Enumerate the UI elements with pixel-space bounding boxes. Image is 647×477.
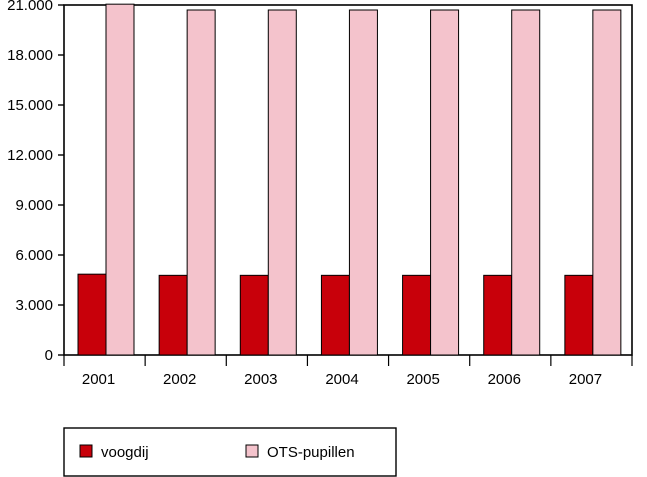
bar-voogdij-2007: [564, 274, 594, 356]
bar-ots-pupillen-2006: [511, 9, 541, 356]
legend-label: OTS-pupillen: [267, 444, 355, 461]
x-tick-label: 2004: [325, 371, 358, 388]
y-tick-label: 18.000: [7, 47, 53, 64]
x-tick-label: 2007: [569, 371, 602, 388]
x-tick-label: 2002: [163, 371, 196, 388]
legend-label: voogdij: [101, 444, 149, 461]
bar-voogdij-2003: [239, 274, 269, 356]
x-tick-label: 2001: [82, 371, 115, 388]
legend-box: [63, 427, 397, 477]
bar-ots-pupillen-2007: [592, 9, 622, 356]
bar-ots-pupillen-2004: [348, 9, 378, 356]
y-tick-label: 3.000: [15, 297, 53, 314]
legend-swatch: [245, 444, 259, 458]
y-tick-label: 0: [45, 347, 53, 364]
y-tick-label: 21.000: [7, 0, 53, 14]
bar-ots-pupillen-2002: [186, 9, 216, 356]
bar-ots-pupillen-2003: [267, 9, 297, 356]
y-tick-label: 12.000: [7, 147, 53, 164]
bar-ots-pupillen-2005: [430, 9, 460, 356]
x-tick-label: 2003: [244, 371, 277, 388]
bar-voogdij-2002: [158, 274, 188, 356]
bar-voogdij-2004: [320, 274, 350, 356]
bar-voogdij-2006: [483, 274, 513, 356]
y-tick-label: 15.000: [7, 97, 53, 114]
legend-swatch: [79, 444, 93, 458]
legend: voogdij OTS-pupillen: [63, 427, 397, 477]
x-tick-label: 2005: [406, 371, 439, 388]
y-tick-label: 9.000: [15, 197, 53, 214]
plot-area: 0 3.000 6.000 9.000 12.000 15.000 18.000 21.000…: [7, 0, 633, 388]
bar-voogdij-2005: [402, 274, 432, 356]
bar-ots-pupillen-2001: [105, 3, 135, 356]
x-tick-label: 2006: [488, 371, 521, 388]
y-tick-label: 6.000: [15, 247, 53, 264]
bar-voogdij-2001: [77, 273, 107, 356]
